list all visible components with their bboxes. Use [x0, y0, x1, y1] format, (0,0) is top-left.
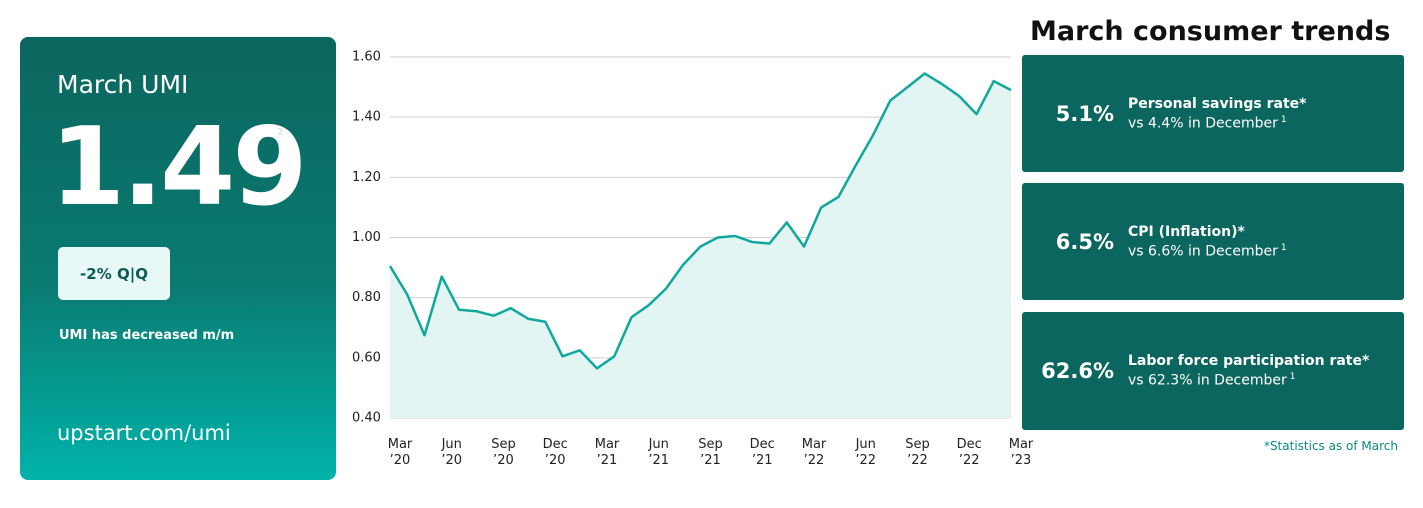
x-tick-label: Mar ’20: [387, 437, 413, 468]
trend-value: 6.5%: [1055, 229, 1114, 254]
x-tick-label: Mar ’22: [801, 437, 827, 468]
y-tick-label: 0.80: [352, 290, 381, 305]
x-tick-label: Mar ’23: [1008, 437, 1034, 468]
line: [388, 72, 1012, 370]
trend-text: Labor force participation rate* vs 62.3% …: [1128, 353, 1369, 389]
trend-card: 6.5% CPI (Inflation)* vs 6.6% in December 1: [1022, 183, 1404, 300]
x-tick-label: Dec ’20: [542, 437, 568, 468]
umi-value: 1.49: [50, 105, 307, 230]
trend-label: CPI (Inflation)*: [1128, 223, 1245, 240]
x-tick-label: Jun ’21: [648, 437, 670, 468]
comparison-text: vs 6.6% in December: [1128, 243, 1278, 260]
trend-value: 62.6%: [1041, 359, 1114, 383]
area: [390, 73, 1011, 418]
trends-footnote: *Statistics as of March: [1263, 439, 1398, 453]
umi-note: UMI has decreased m/m: [59, 328, 235, 343]
trend-text: Personal savings rate* vs 4.4% in Decembe…: [1128, 96, 1306, 132]
x-tick-label: Dec ’21: [749, 437, 775, 468]
x-tick-label: Sep ’21: [698, 437, 723, 468]
footnote-mark: 1: [1289, 372, 1296, 383]
umi-title: March UMI: [57, 70, 189, 99]
y-tick-label: 1.20: [352, 170, 381, 185]
trend-comparison: vs 62.3% in December 1: [1128, 372, 1369, 389]
x-tick-label: Dec ’22: [956, 437, 982, 468]
comparison-text: vs 4.4% in December: [1128, 115, 1278, 132]
trend-label: Personal savings rate*: [1128, 95, 1307, 112]
umi-link[interactable]: upstart.com/umi: [57, 421, 231, 445]
y-tick-label: 1.40: [352, 110, 381, 125]
footnote-mark: 1: [1280, 114, 1287, 125]
y-tick-label: 1.00: [352, 230, 381, 245]
x-tick-label: Sep ’20: [491, 437, 516, 468]
trend-comparison: vs 4.4% in December 1: [1128, 115, 1306, 132]
trend-label: Labor force participation rate*: [1128, 353, 1370, 370]
trend-comparison: vs 6.6% in December 1: [1128, 243, 1287, 260]
trend-value: 5.1%: [1055, 101, 1114, 126]
trend-text: CPI (Inflation)* vs 6.6% in December 1: [1128, 224, 1287, 260]
y-tick-label: 1.60: [352, 50, 381, 65]
comparison-text: vs 62.3% in December: [1128, 372, 1287, 389]
x-tick-label: Jun ’20: [441, 437, 463, 468]
footnote-mark: 2: [277, 127, 284, 138]
change-badge: -2% Q|Q: [58, 247, 170, 300]
umi-card: March UMI 1.49 2 -2% Q|Q UMI has decreas…: [20, 37, 336, 480]
x-tick-label: Mar ’21: [594, 437, 620, 468]
trend-card: 62.6% Labor force participation rate* vs 6…: [1022, 312, 1404, 430]
footnote-mark: 1: [1280, 242, 1287, 253]
y-tick-label: 0.40: [352, 411, 381, 426]
x-tick-label: Jun ’22: [855, 437, 877, 468]
y-tick-label: 0.60: [352, 350, 381, 365]
x-tick-label: Sep ’22: [905, 437, 930, 468]
trend-card: 5.1% Personal savings rate* vs 4.4% in Dec…: [1022, 55, 1404, 172]
trends-title: March consumer trends: [1030, 16, 1391, 47]
